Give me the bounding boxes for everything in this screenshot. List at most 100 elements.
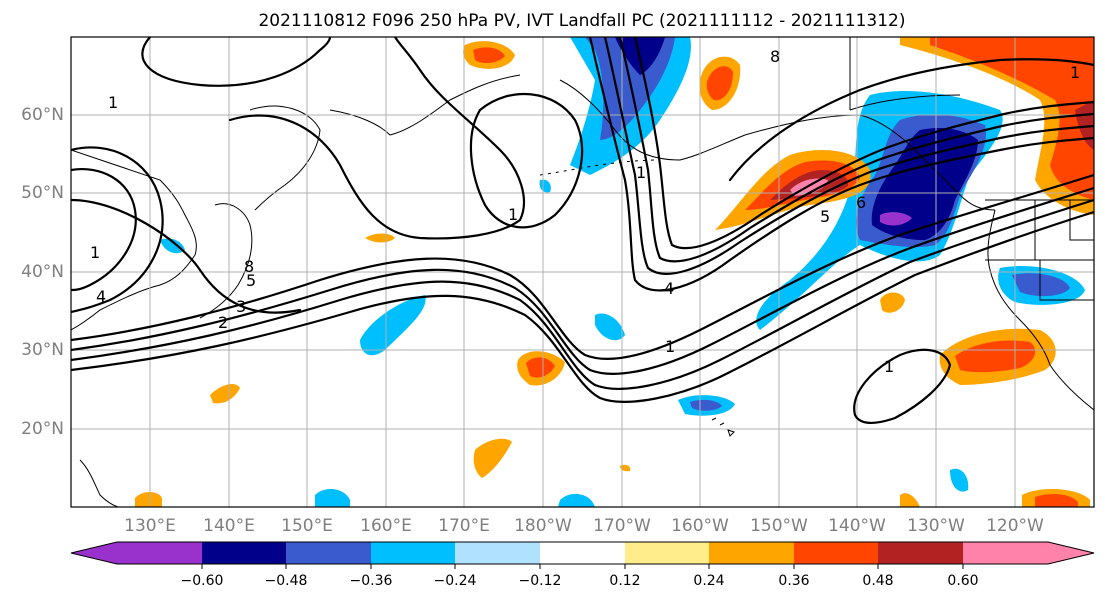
- shade-negative-blob-8: [160, 238, 185, 254]
- lon-label-120w: 120°W: [986, 516, 1044, 536]
- colorbar-tick-label-2: −0.48: [265, 573, 308, 589]
- coast-alaska-south: [744, 114, 996, 211]
- colorbar-tick-label-3: −0.36: [350, 573, 393, 589]
- colorbar-outline: [70, 541, 1095, 565]
- coast-hawaii: [711, 417, 735, 437]
- contour-label-8: 2: [218, 313, 228, 332]
- contour-line-1: [71, 173, 1094, 360]
- lat-label-20: 20°N: [21, 419, 64, 439]
- coast-philippines: [79, 459, 119, 507]
- contour-line-5: [588, 37, 1094, 292]
- contour-line-6: [603, 37, 1094, 275]
- contour-line-16: [71, 198, 302, 314]
- coast-japan: [199, 203, 253, 319]
- colorbar-tick-label-5: −0.12: [519, 573, 562, 589]
- colorbar-segment-10: [878, 542, 963, 564]
- colorbar-tick-label-1: −0.60: [181, 573, 224, 589]
- contour-line-8: [633, 37, 1094, 250]
- colorbar-segment-1: [117, 542, 202, 564]
- shade-negative-blob-5: [315, 488, 350, 507]
- pv-contours: [71, 37, 1094, 424]
- latitude-labels: 60°N 50°N 40°N 30°N 20°N: [21, 105, 64, 439]
- contour-label-10: 4: [96, 287, 106, 306]
- contour-line-13: [469, 92, 584, 229]
- contour-label-14: 6: [856, 193, 866, 212]
- map-panel: 1 1 1 1 1 1 1 2 3 4 4 5 5 6 8 8: [70, 36, 1095, 508]
- lat-label-30: 30°N: [21, 340, 64, 360]
- lat-label-60: 60°N: [21, 105, 64, 125]
- shade-negative-blob-7: [539, 179, 551, 193]
- shade-positive-blob-7: [880, 292, 905, 313]
- contour-line-11: [71, 167, 137, 292]
- colorbar-tick-label-8: 0.36: [778, 573, 809, 589]
- colorbar-segment-4: [371, 542, 455, 564]
- shade-positive-blob-4: [473, 438, 512, 478]
- contour-label-11: 4: [664, 279, 674, 298]
- shade-negative-blob-1: [360, 295, 426, 356]
- lon-label-130w: 130°W: [907, 516, 965, 536]
- colorbar-segment-2: [202, 542, 286, 564]
- shade-positive-blob-6: [365, 233, 395, 243]
- lon-label-170e: 170°E: [438, 516, 490, 536]
- coast-state-lines: [985, 200, 1094, 301]
- contour-label-3: 1: [90, 243, 100, 262]
- lon-label-160e: 160°E: [360, 516, 412, 536]
- map-frame: [70, 36, 1095, 508]
- colorbar-segment-8: [709, 542, 794, 564]
- lon-label-160w: 160°W: [671, 516, 729, 536]
- figure-title: 2021110812 F096 250 hPa PV, IVT Landfall…: [258, 11, 905, 31]
- colorbar-tick-label-10: 0.60: [947, 573, 978, 589]
- lon-label-140w: 140°W: [828, 516, 886, 536]
- lon-label-180w: 180°W: [514, 516, 572, 536]
- contour-label-1: 1: [108, 93, 118, 112]
- shade-positive-northeast-mid: [930, 37, 1094, 200]
- contour-label-13: 5: [820, 207, 830, 226]
- lon-label-140e: 140°E: [203, 516, 255, 536]
- lat-label-40: 40°N: [21, 262, 64, 282]
- coast-baffin-canada: [849, 37, 961, 111]
- shade-positive-blob-3-core: [526, 357, 555, 378]
- lon-label-170w: 170°W: [593, 516, 651, 536]
- shade-positive-blob-9: [135, 492, 162, 507]
- coastlines: [71, 37, 1094, 507]
- contour-label-6: 1: [636, 163, 646, 182]
- lat-label-50: 50°N: [21, 183, 64, 203]
- coast-kamchatka: [249, 105, 321, 211]
- colorbar-segment-11: [963, 542, 1048, 564]
- colorbar-extend-left: [71, 542, 117, 564]
- contour-line-7: [618, 37, 1094, 263]
- shade-negative-coast-peak: [880, 212, 912, 226]
- shade-negative-blob-3-core: [690, 399, 722, 411]
- contour-label-9: 3: [236, 297, 246, 316]
- lon-label-150w: 150°W: [750, 516, 808, 536]
- shade-positive-blob-2-core: [473, 47, 505, 64]
- contour-label-7: 1: [1070, 63, 1080, 82]
- shade-positive-blob-11: [620, 464, 631, 472]
- colorbar-tick-label-6: 0.12: [609, 573, 640, 589]
- colorbar-tick-labels: −0.60 −0.48 −0.36 −0.24 −0.12 0.12 0.24 …: [181, 573, 979, 589]
- lon-label-150e: 150°E: [281, 516, 333, 536]
- colorbar-segment-5: [455, 542, 540, 564]
- shade-positive-blob-8-core: [1035, 494, 1078, 507]
- contour-line-9: [141, 37, 332, 87]
- contour-label-12: 5: [246, 271, 256, 290]
- shade-negative-coast-core: [871, 128, 978, 240]
- coast-asia-east: [71, 149, 197, 331]
- shade-negative-blob-6: [558, 493, 595, 507]
- colorbar-segment-6: [540, 542, 625, 564]
- colorbar-tick-label-9: 0.48: [862, 573, 893, 589]
- lon-label-130e: 130°E: [124, 516, 176, 536]
- colorbar: −0.60 −0.48 −0.36 −0.24 −0.12 0.12 0.24 …: [70, 541, 1095, 589]
- shade-positive-blob-1-core: [706, 66, 733, 101]
- contour-line-2: [71, 186, 1094, 375]
- colorbar-segment-3: [286, 542, 371, 564]
- colorbar-segment-9: [794, 542, 878, 564]
- contour-label-4: 1: [665, 337, 675, 356]
- shade-negative-california-core: [1012, 273, 1070, 297]
- shade-negative-blob-2: [595, 313, 625, 341]
- contour-line-4: [71, 210, 1094, 403]
- colorbar-segment-7: [625, 542, 709, 564]
- contour-label-2: 1: [508, 205, 518, 224]
- contour-line-10: [71, 146, 164, 314]
